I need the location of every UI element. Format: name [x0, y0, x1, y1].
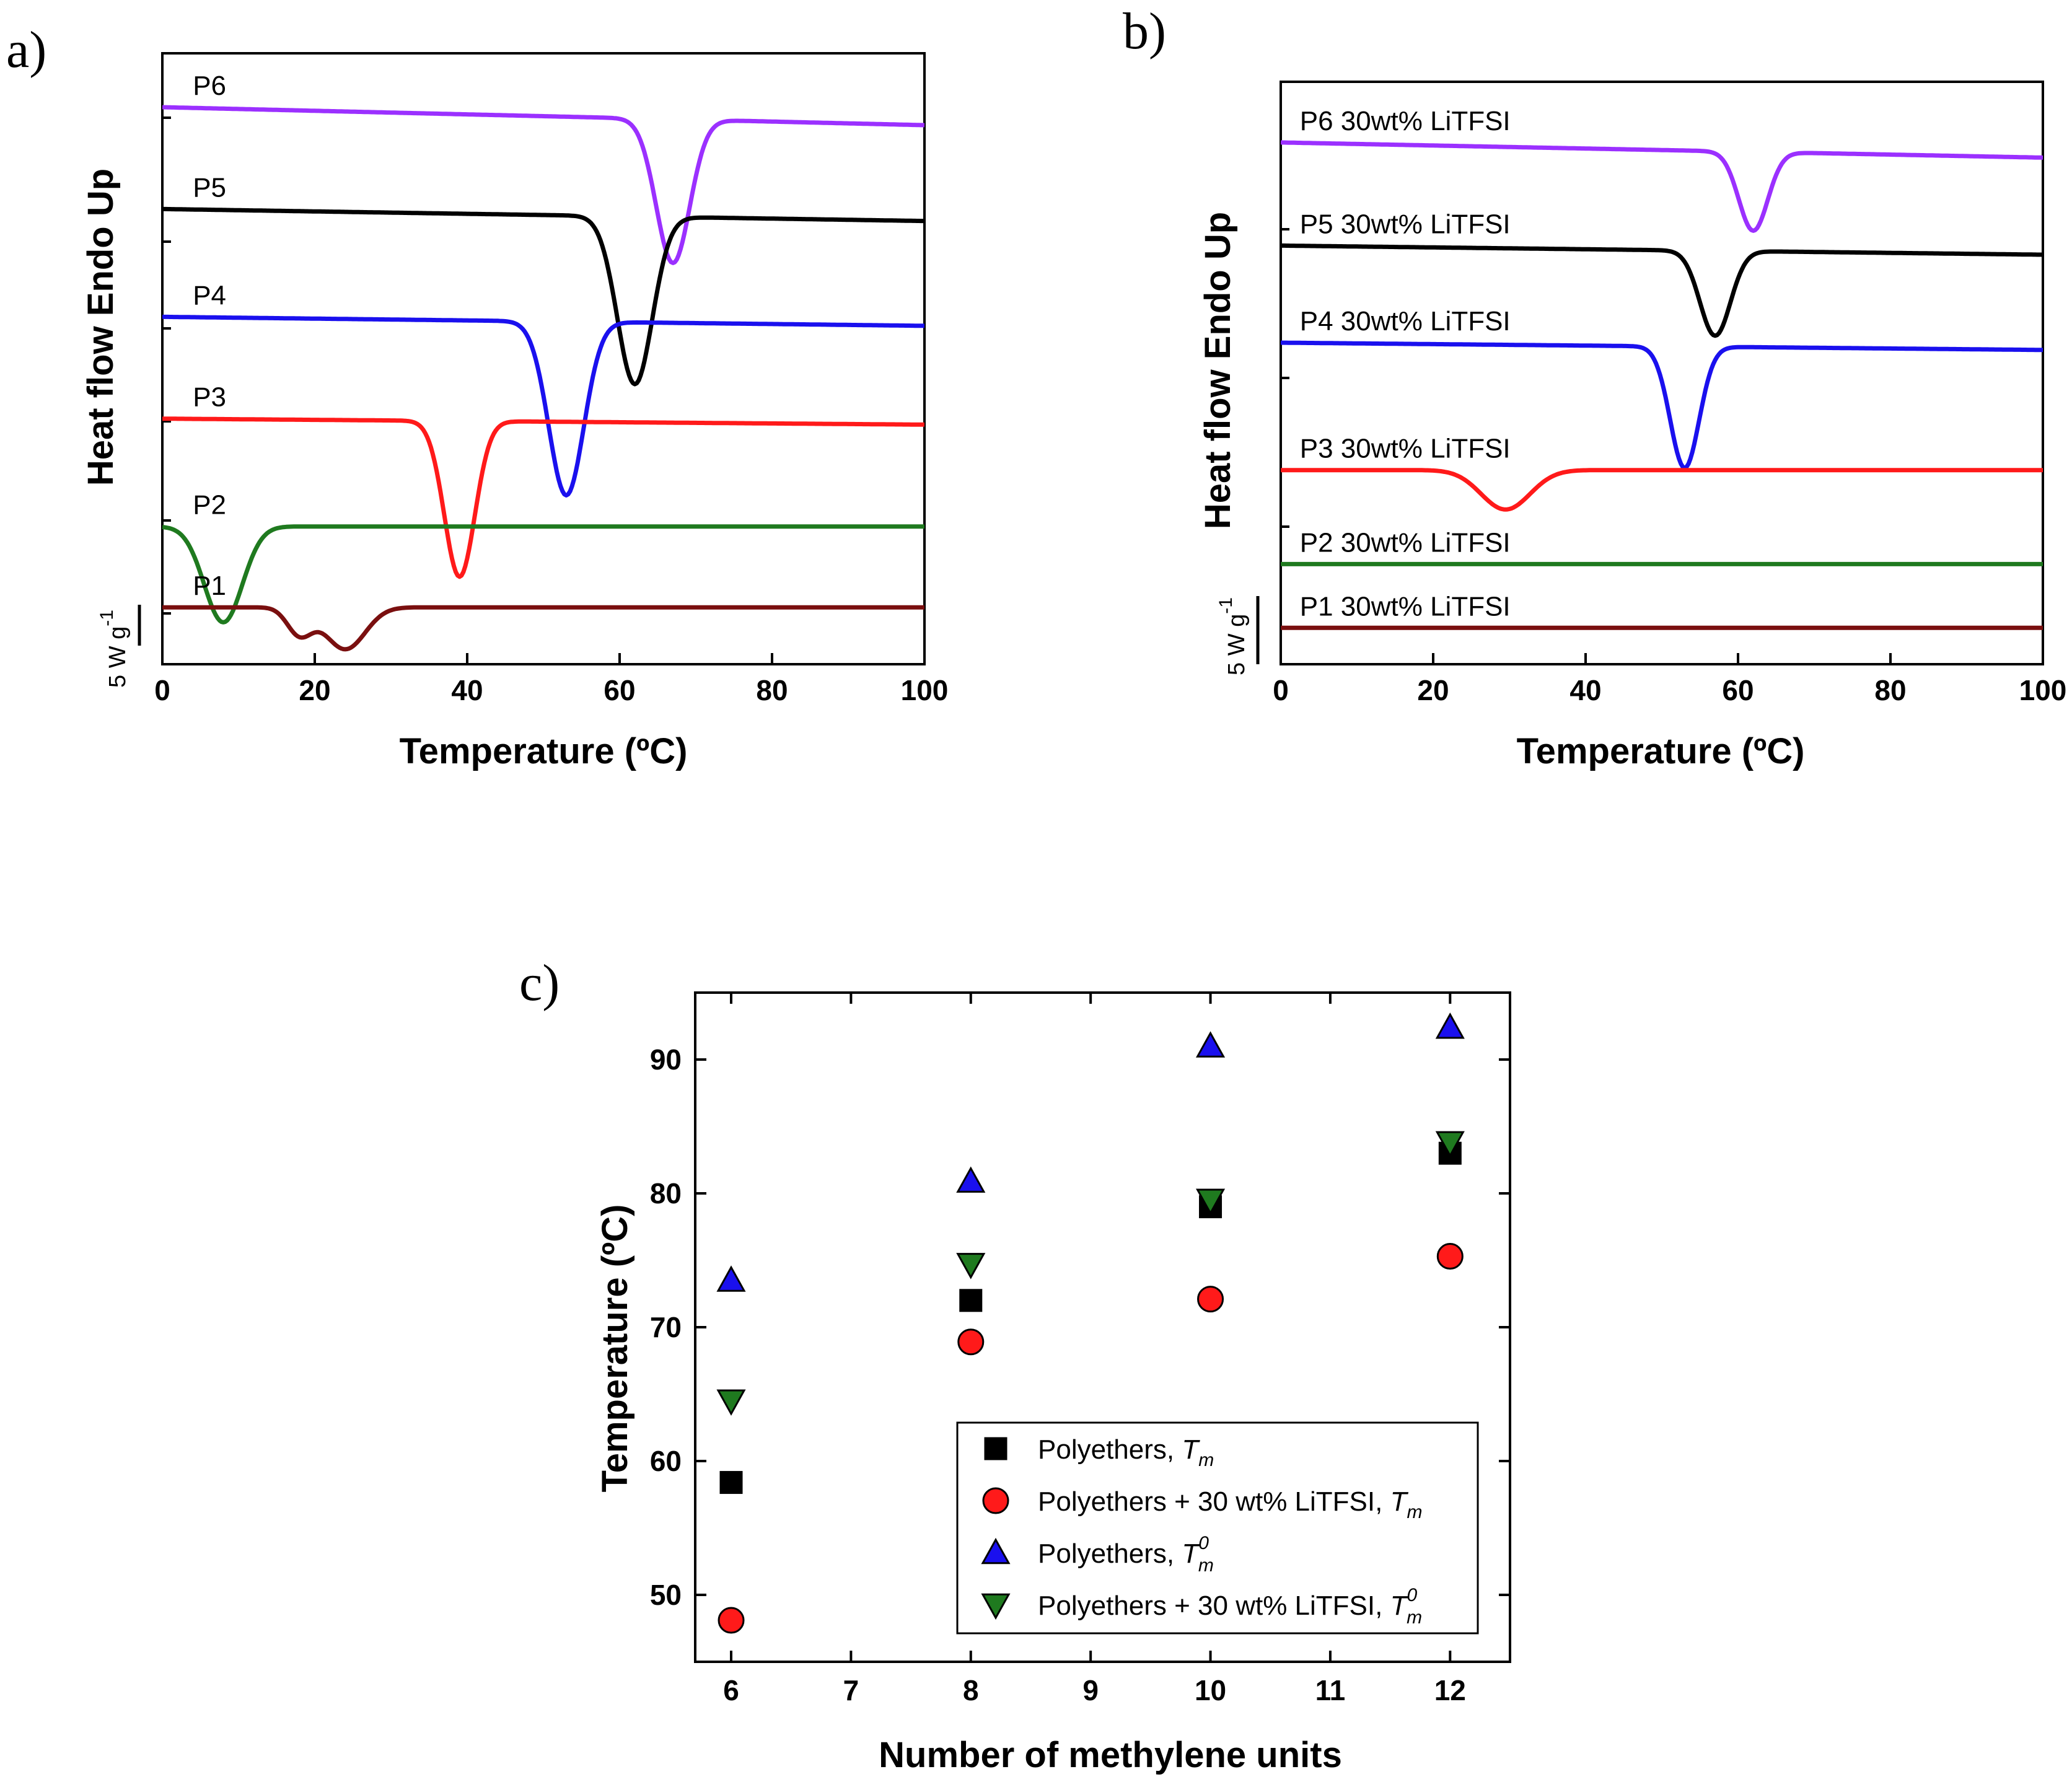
panel-a-x-tick-label: 40 [451, 674, 483, 706]
panel-c-series-3-point [1435, 1131, 1465, 1158]
panel-c-series-2-point [956, 1166, 986, 1193]
panel-b-x-tick-label: 100 [2019, 674, 2067, 706]
panel-a-dsc-polyethers: a) 0 20 40 60 80 100 P6 P5 P4 P3 P2 P1 5 W g-1 Tempe… [6, 21, 948, 771]
panel-c-series-2-point [1195, 1031, 1226, 1058]
panel-c-x-tick-label: 12 [1434, 1674, 1466, 1706]
panel-c-series-2-point [1435, 1012, 1465, 1039]
panel-a-series-2-label: P4 [193, 280, 226, 310]
panel-c-y-tick-label: 60 [650, 1445, 682, 1477]
panel-a-series-3-curve [162, 416, 925, 579]
panel-b-series-3-curve [1280, 468, 2043, 512]
panel-a-x-tick-label: 60 [604, 674, 635, 706]
panel-c-legend-label-2: Polyethers, T0 m [1038, 1533, 1214, 1576]
panel-b-series-1-label: P5 30wt% LiTFSI [1300, 209, 1511, 239]
panel-b-series-3-label: P3 30wt% LiTFSI [1300, 434, 1511, 464]
panel-a-series-1-label: P5 [193, 172, 226, 203]
panel-a-series-5-curve [162, 605, 925, 652]
panel-a-frame [161, 52, 926, 665]
panel-b-x-tick-label: 40 [1569, 674, 1601, 706]
panel-c-legend-label-3: Polyethers + 30 wt% LiTFSI, T0 m [1038, 1585, 1422, 1628]
panel-a-series-0-label: P6 [193, 71, 226, 101]
panel-a-y-axis-title: Heat flow Endo Up [81, 169, 121, 486]
panel-b-x-axis-title: Temperature (ºC) [1517, 731, 1805, 771]
panel-c-x-tick-label: 8 [963, 1674, 979, 1706]
panel-a-series-5-label: P1 [193, 571, 226, 601]
panel-c-legend-label-0: Polyethers, Tm [1038, 1434, 1214, 1470]
panel-c-x-tick-label: 9 [1082, 1674, 1099, 1706]
panel-c-x-tick-label: 7 [843, 1674, 859, 1706]
panel-b-series-0-label: P6 30wt% LiTFSI [1300, 106, 1511, 136]
panel-c-series-0-point [719, 1471, 743, 1495]
panel-c-legend-box [956, 1421, 1479, 1635]
panel-c-y-tick-label: 50 [650, 1579, 682, 1611]
panel-a-x-tick-label: 0 [154, 674, 170, 706]
panel-b-series-4-label: P2 30wt% LiTFSI [1300, 527, 1511, 558]
panel-c-series-3-point [716, 1389, 746, 1416]
panel-c-legend-marker-0 [984, 1437, 1007, 1460]
panel-b-x-tick-label: 0 [1273, 674, 1289, 706]
panel-a-x-tick-label: 80 [756, 674, 788, 706]
panel-b-plot-area: 0 20 40 60 80 100 P6 30wt% LiTFSI P5 30wt% LiTF… [1216, 81, 2067, 706]
panel-b-label: b) [1123, 2, 1166, 60]
panel-c-series-0-point [959, 1289, 983, 1312]
panel-c-legend: Polyethers, Tm Polyethers + 30 wt% LiTFSI… [956, 1421, 1479, 1635]
panel-c-legend-marker-2 [981, 1537, 1011, 1565]
panel-b-series-0-curve [1280, 140, 2043, 233]
panel-a-series-4-curve [162, 524, 925, 625]
panel-c-legend-label-1: Polyethers + 30 wt% LiTFSI, Tm [1038, 1486, 1422, 1522]
panel-a-series-3-label: P3 [193, 382, 226, 413]
panel-b-series-2-label: P4 30wt% LiTFSI [1300, 306, 1511, 336]
panel-b-series-1-curve [1280, 243, 2043, 338]
panel-b-y-axis-title: Heat flow Endo Up [1198, 212, 1238, 529]
panel-c-x-tick-label: 6 [723, 1674, 739, 1706]
panel-c-y-axis-title: Temperature (ºC) [595, 1205, 635, 1493]
panel-a-x-axis-title: Temperature (ºC) [400, 731, 688, 771]
panel-c-x-tick-label: 11 [1315, 1674, 1346, 1706]
panel-b-series-2-curve [1280, 340, 2043, 470]
panel-c-x-tick-label: 10 [1195, 1674, 1226, 1706]
panel-a-series-0-curve [162, 105, 925, 265]
panel-c-legend-marker-1 [982, 1487, 1009, 1514]
panel-c-series-3-point [956, 1253, 986, 1279]
panel-a-plot-area: 0 20 40 60 80 100 P6 P5 P4 P3 P2 P1 5 W g-1 [97, 52, 949, 706]
panel-a-series-1-curve [162, 206, 925, 387]
panel-c-series-1-point [1197, 1286, 1224, 1313]
panel-c-label: c) [519, 954, 560, 1012]
panel-a-scale-bar-label: 5 W g-1 [97, 610, 131, 688]
panel-b-dsc-polyethers-litfsi: b) 0 20 40 60 80 100 P6 30wt% LiTFSI P5 30wt% L… [1123, 2, 2066, 771]
panel-b-x-tick-label: 60 [1722, 674, 1754, 706]
panel-a-x-tick-label: 100 [901, 674, 949, 706]
panel-b-x-tick-label: 80 [1874, 674, 1906, 706]
panel-b-scale-bar-label: 5 W g-1 [1216, 597, 1250, 675]
panel-b-x-tick-label: 20 [1417, 674, 1449, 706]
panel-c-x-axis-title: Number of methylene units [879, 1735, 1342, 1775]
panel-c-legend-marker-3 [981, 1593, 1011, 1620]
panel-c-series-1-point [1436, 1243, 1464, 1270]
panel-b-frame [1280, 81, 2044, 665]
panel-c-series-3-point [1195, 1188, 1226, 1215]
panel-c-y-tick-label: 80 [650, 1177, 682, 1209]
panel-c-series-1-point [957, 1328, 985, 1356]
panel-c-y-tick-label: 70 [650, 1311, 682, 1343]
panel-a-x-tick-label: 20 [299, 674, 330, 706]
panel-b-series-5-label: P1 30wt% LiTFSI [1300, 591, 1511, 621]
panel-a-series-4-label: P2 [193, 490, 226, 520]
panel-c-y-tick-label: 90 [650, 1043, 682, 1076]
panel-a-label: a) [6, 21, 46, 79]
panel-c-series-2-point [716, 1265, 746, 1292]
panel-a-series-2-curve [162, 314, 925, 498]
panel-c-series-1-point [718, 1607, 745, 1634]
